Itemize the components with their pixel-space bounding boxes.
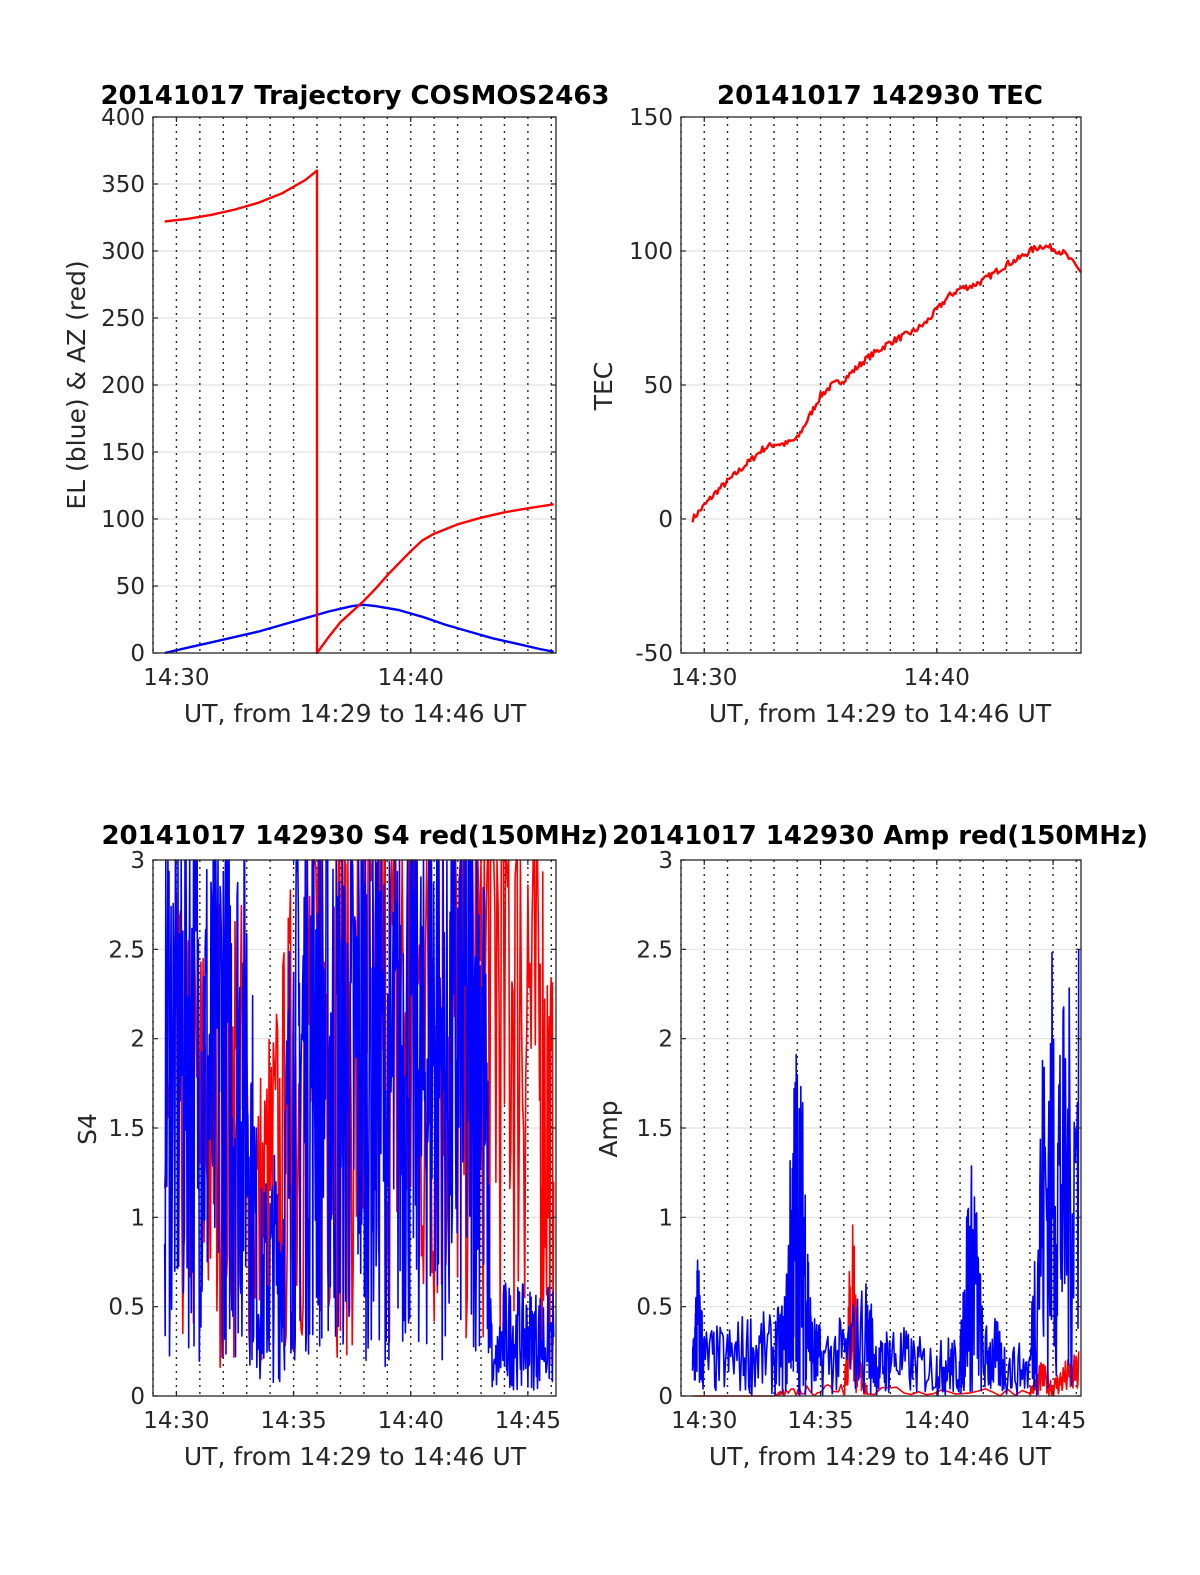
- amp-panel: 20141017 142930 Amp red(150MHz) Amp UT, …: [594, 821, 1148, 1471]
- y-tick-label: 350: [101, 172, 145, 198]
- y-tick-label: 50: [644, 373, 673, 399]
- x-tick-label: 14:45: [495, 1408, 561, 1434]
- y-tick-label: 0: [130, 1384, 145, 1410]
- y-tick-label: 2.5: [636, 937, 673, 963]
- x-tick-label: 14:30: [671, 1408, 737, 1434]
- y-axis-label: TEC: [589, 362, 618, 412]
- y-axis-label: S4: [73, 1113, 102, 1145]
- x-tick-label: 14:45: [1020, 1408, 1086, 1434]
- x-tick-label: 14:40: [378, 665, 444, 691]
- y-tick-label: 1.5: [636, 1116, 673, 1142]
- panel-title: 20141017 Trajectory COSMOS2463: [100, 81, 609, 111]
- y-tick-label: 0.5: [636, 1295, 673, 1321]
- y-tick-label: 1: [130, 1205, 145, 1231]
- trajectory-panel: 20141017 Trajectory COSMOS2463 EL (blue)…: [62, 81, 610, 728]
- y-tick-label: 1: [658, 1205, 673, 1231]
- x-axis-label: UT, from 14:29 to 14:46 UT: [709, 1442, 1052, 1471]
- tec-panel: 20141017 142930 TEC TEC UT, from 14:29 t…: [589, 81, 1082, 728]
- panel-title: 20141017 142930 TEC: [717, 81, 1043, 111]
- series-group: [691, 243, 1082, 523]
- x-tick-label: 14:30: [143, 1408, 209, 1434]
- grid: [680, 117, 1081, 653]
- y-tick-label: 50: [116, 574, 145, 600]
- y-tick-label: 400: [101, 105, 145, 131]
- grid: [152, 117, 556, 653]
- series-line-red: [692, 1224, 1080, 1397]
- y-tick-label: 3: [658, 848, 673, 874]
- series-line-blue: [164, 603, 554, 655]
- series-line-red: [164, 169, 554, 655]
- x-tick-label: 14:40: [904, 1408, 970, 1434]
- x-tick-label: 14:35: [260, 1408, 326, 1434]
- y-tick-label: 100: [629, 239, 673, 265]
- y-tick-label: 0.5: [108, 1295, 145, 1321]
- x-tick-label: 14:40: [378, 1408, 444, 1434]
- series-group: [691, 949, 1080, 1397]
- y-tick-label: 150: [629, 105, 673, 131]
- grid: [680, 860, 1081, 1396]
- y-tick-label: -50: [635, 641, 673, 667]
- y-tick-label: 0: [658, 507, 673, 533]
- panel-title: 20141017 142930 Amp red(150MHz): [612, 821, 1148, 851]
- x-axis-label: UT, from 14:29 to 14:46 UT: [709, 699, 1052, 728]
- x-tick-label: 14:35: [787, 1408, 853, 1434]
- x-tick-label: 14:40: [904, 665, 970, 691]
- series-line-red: [691, 243, 1082, 523]
- y-tick-label: 1.5: [108, 1116, 145, 1142]
- y-axis-label: EL (blue) & AZ (red): [62, 260, 91, 509]
- y-tick-label: 2: [658, 1027, 673, 1053]
- series-group: [163, 859, 555, 1391]
- x-axis-label: UT, from 14:29 to 14:46 UT: [184, 699, 527, 728]
- y-tick-label: 3: [130, 848, 145, 874]
- series-line-blue: [691, 949, 1080, 1397]
- y-tick-label: 0: [658, 1384, 673, 1410]
- y-tick-label: 0: [130, 641, 145, 667]
- y-tick-label: 2.5: [108, 937, 145, 963]
- x-tick-label: 14:30: [671, 665, 737, 691]
- y-tick-label: 2: [130, 1027, 145, 1053]
- s4-panel: 20141017 142930 S4 red(150MHz) S4 UT, fr…: [73, 821, 609, 1471]
- x-axis-label: UT, from 14:29 to 14:46 UT: [184, 1442, 527, 1471]
- y-tick-label: 100: [101, 507, 145, 533]
- y-tick-label: 250: [101, 306, 145, 332]
- series-group: [164, 169, 554, 655]
- y-axis-label: Amp: [594, 1100, 623, 1157]
- y-tick-label: 300: [101, 239, 145, 265]
- x-tick-label: 14:30: [143, 665, 209, 691]
- y-tick-label: 200: [101, 373, 145, 399]
- panel-title: 20141017 142930 S4 red(150MHz): [101, 821, 608, 851]
- y-tick-label: 150: [101, 440, 145, 466]
